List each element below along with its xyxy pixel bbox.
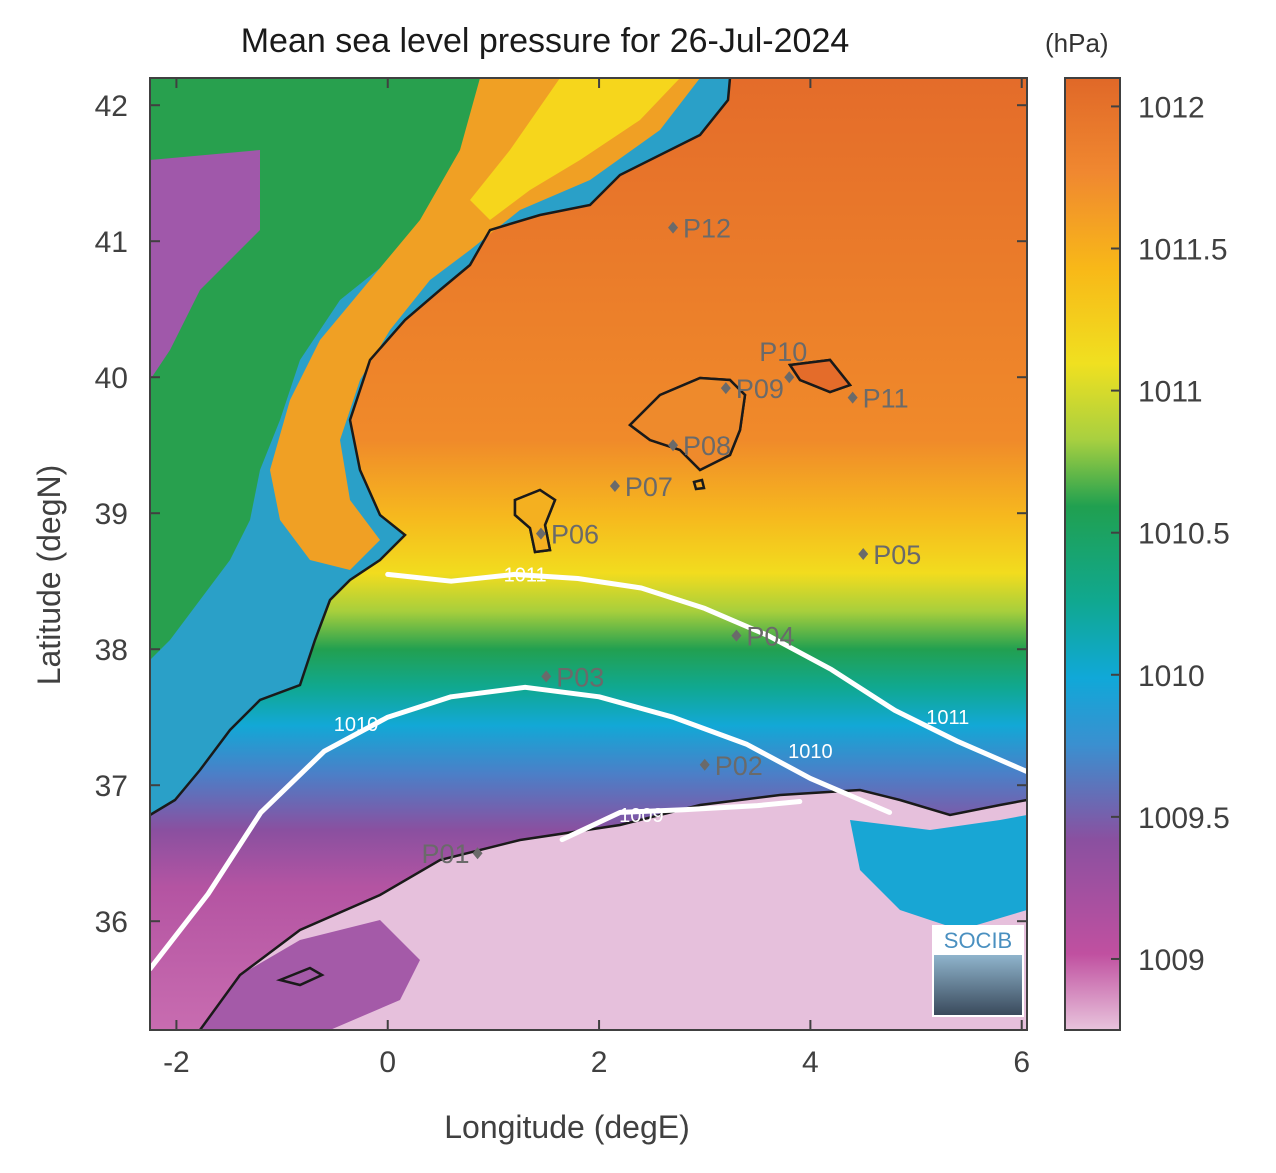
land-iberia-coast [270, 78, 700, 570]
logo-text: SOCIB [944, 928, 1012, 953]
land-africa-east [850, 815, 1027, 930]
x-axis: -2 0 2 4 6 [163, 78, 1030, 1079]
station-label: P11 [863, 384, 909, 414]
station-marker [609, 480, 620, 492]
isobar-1011 [385, 571, 1027, 775]
y-axis-label: Latitude (degN) [31, 465, 67, 686]
colorbar-tick-label: 1012 [1138, 91, 1205, 124]
station-label: P01 [422, 839, 470, 869]
colorbar-tick-label: 1010.5 [1138, 518, 1230, 551]
station-marker [541, 670, 552, 683]
isobar-1010 [150, 684, 893, 972]
x-axis-label: Longitude (degE) [444, 1109, 690, 1145]
station-label: P04 [746, 622, 794, 652]
logo-gradient [934, 955, 1022, 1015]
land-iberia-west [150, 150, 260, 380]
colorbar-tick-label: 1009.5 [1138, 802, 1230, 835]
islands-fill [513, 358, 853, 554]
coastline-alboran [275, 966, 325, 987]
station-label: P05 [873, 540, 921, 570]
x-tick-label: -2 [163, 1046, 190, 1079]
plot-frame [149, 77, 1028, 1031]
pressure-field [150, 78, 1027, 1030]
isobars: 1011 1011 1010 1010 1009 [150, 564, 1027, 972]
y-tick-label: 39 [95, 498, 128, 531]
colorbar-tick-label: 1011.5 [1138, 234, 1228, 267]
station-marker [699, 758, 710, 771]
y-axis: 36 37 38 39 40 41 42 [95, 90, 1027, 939]
station-label: P09 [736, 374, 784, 404]
x-tick-label: 6 [1013, 1046, 1030, 1079]
x-tick-label: 4 [802, 1046, 819, 1079]
station-label: P12 [683, 214, 731, 244]
land-iberia-fringe [470, 78, 680, 220]
y-tick-label: 41 [95, 226, 128, 259]
isobar-label: 1011 [926, 707, 969, 729]
y-tick-label: 37 [95, 770, 128, 803]
station-marker [731, 629, 742, 642]
colorbar-unit: (hPa) [1045, 28, 1109, 58]
isobar-label: 1010 [788, 741, 833, 763]
socib-logo: SOCIB [932, 925, 1024, 1017]
island-ibiza [513, 488, 557, 554]
station-label: P03 [556, 662, 604, 692]
station-label: P07 [625, 472, 673, 502]
colorbar-ramp [1064, 77, 1121, 1031]
station-label: P06 [551, 520, 599, 550]
isobar-label: 1009 [619, 805, 664, 827]
colorbar-tick-label: 1011 [1138, 376, 1203, 409]
station-marker [472, 847, 483, 860]
station-marker [847, 391, 858, 404]
coastline-africa [198, 788, 1027, 1030]
station-label: P02 [715, 751, 763, 781]
y-tick-label: 42 [95, 90, 128, 123]
station-marker [784, 371, 795, 384]
colorbar-ticks: 1009 1009.5 1010 1010.5 1011 1011.5 1012 [1111, 91, 1230, 977]
y-tick-label: 36 [95, 906, 128, 939]
land-africa-mid [200, 920, 420, 1030]
station-label: P08 [683, 431, 731, 461]
x-tick-label: 2 [591, 1046, 608, 1079]
station-marker [858, 548, 869, 560]
isobar-label: 1010 [334, 714, 379, 736]
station-marker [535, 527, 546, 540]
colorbar-tick-label: 1010 [1138, 660, 1205, 693]
isobar-1009 [559, 799, 803, 843]
x-tick-label: 0 [379, 1046, 396, 1079]
y-tick-label: 38 [95, 634, 128, 667]
station-label: P10 [759, 337, 807, 367]
colorbar-tick-label: 1009 [1138, 944, 1205, 977]
y-tick-label: 40 [95, 362, 128, 395]
land-iberia-inner [150, 78, 600, 660]
isobar-label: 1011 [504, 564, 547, 586]
station-marker [720, 382, 731, 395]
island-menorca [787, 358, 853, 394]
station-marker [668, 221, 679, 234]
station-marker [668, 439, 679, 452]
colorbar: 1009 1009.5 1010 1010.5 1011 1011.5 1012 [1064, 77, 1230, 1031]
coastline-cabrera [692, 478, 706, 491]
chart-title: Mean sea level pressure for 26-Jul-2024 [240, 22, 850, 60]
coastline-iberia [150, 78, 732, 817]
